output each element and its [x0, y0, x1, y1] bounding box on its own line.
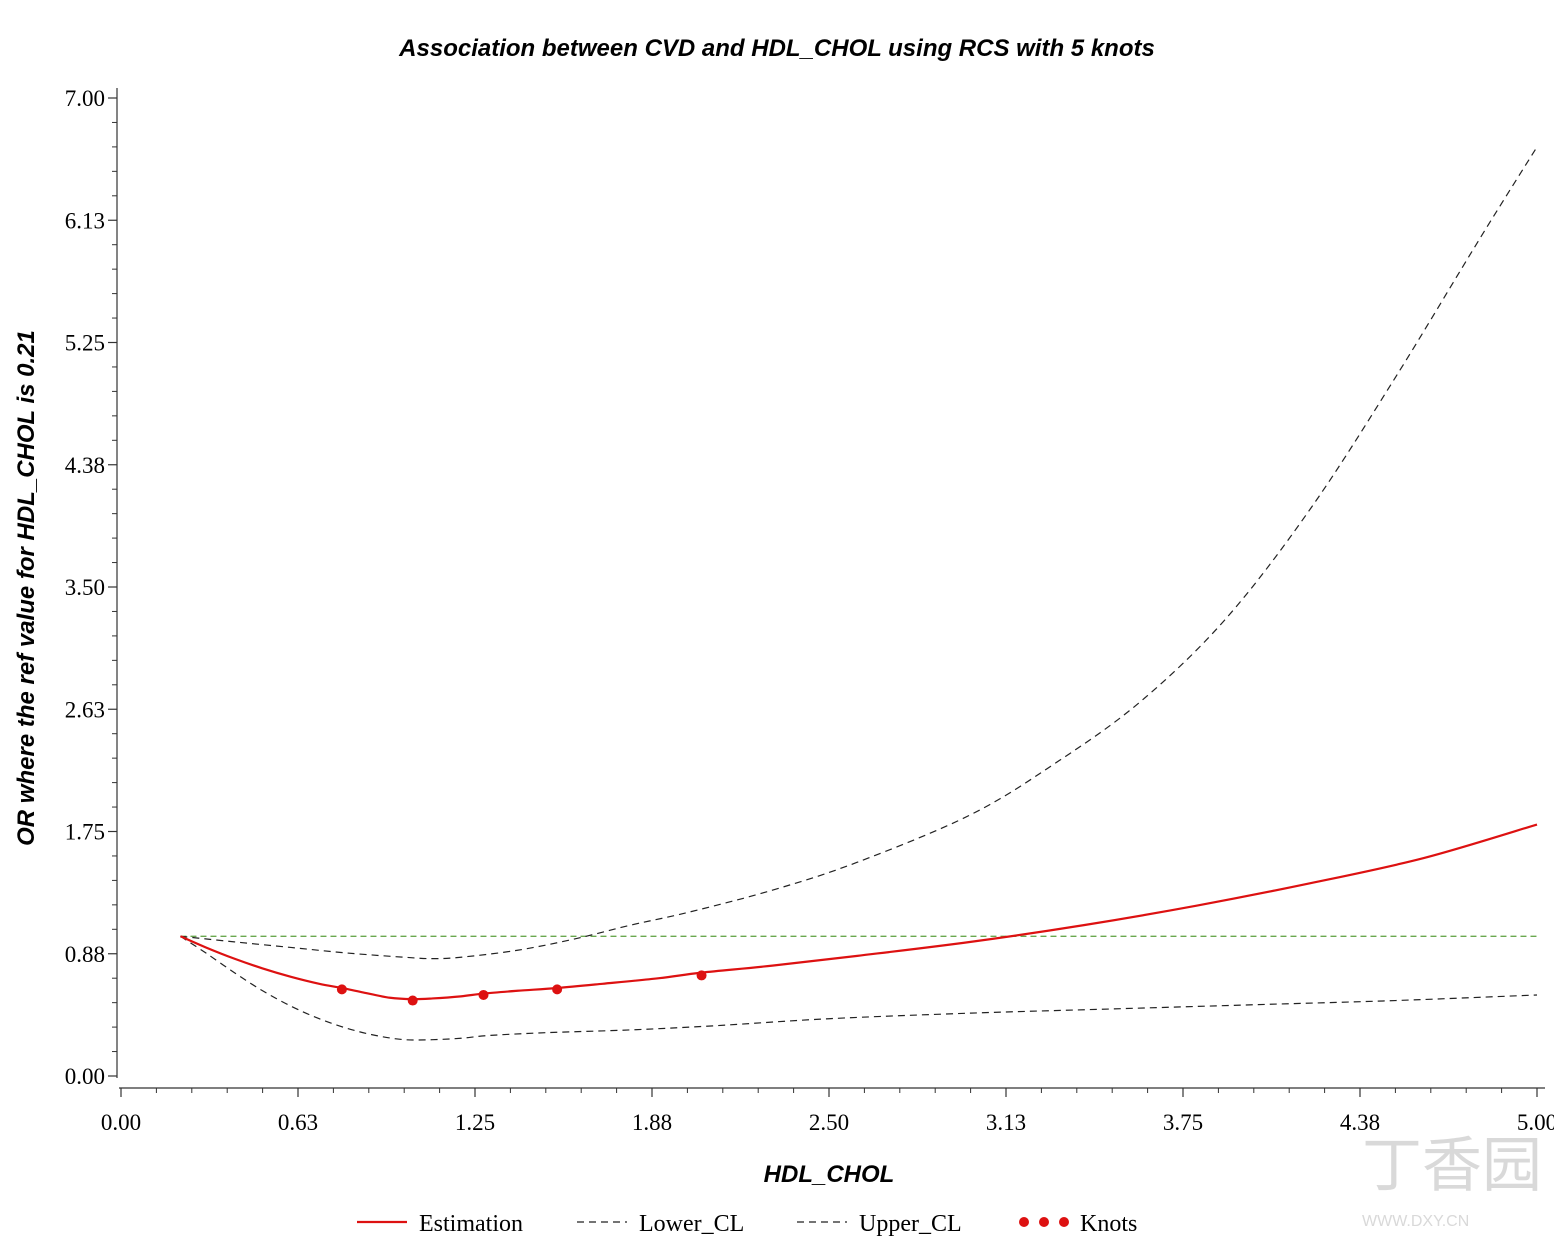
watermark: 丁香园 WWW.DXY.CN [1362, 1132, 1542, 1230]
x-tick-label: 5.00 [1517, 1110, 1554, 1135]
x-tick-label: 1.25 [455, 1110, 495, 1135]
x-tick-label: 4.38 [1340, 1110, 1380, 1135]
x-axis-label: HDL_CHOL [764, 1161, 895, 1188]
y-tick-label: 0.88 [65, 942, 105, 967]
x-tick-label: 0.00 [101, 1110, 141, 1135]
axes [116, 88, 1545, 1089]
y-tick-label: 2.63 [65, 697, 105, 722]
watermark-text: 丁香园 [1362, 1132, 1542, 1199]
legend-label-knots: Knots [1080, 1211, 1137, 1237]
lower-cl-line [180, 935, 1538, 1041]
y-tick-label: 7.00 [65, 86, 105, 111]
legend: Estimation Lower_CL Upper_CL Knots [357, 1211, 1137, 1237]
x-tick-label: 0.63 [278, 1110, 318, 1135]
x-tick-label: 2.50 [809, 1110, 849, 1135]
legend-label-lower-cl: Lower_CL [639, 1211, 744, 1237]
x-tick-label: 3.75 [1163, 1110, 1203, 1135]
y-tick-label: 0.00 [65, 1064, 105, 1089]
legend-label-upper-cl: Upper_CL [859, 1211, 962, 1237]
knot-point [478, 989, 489, 1000]
chart-title: Association between CVD and HDL_CHOL usi… [398, 35, 1155, 62]
knot-point [407, 995, 418, 1006]
legend-knot-marker [1059, 1217, 1069, 1227]
knot-point [696, 970, 707, 981]
estimation-line [180, 823, 1538, 1001]
upper-cl-line [180, 146, 1538, 960]
x-tick-label: 3.13 [986, 1110, 1026, 1135]
x-tick-label: 1.88 [632, 1110, 672, 1135]
y-tick-label: 5.25 [65, 331, 105, 356]
y-axis-label: OR where the ref value for HDL_CHOL is 0… [13, 330, 40, 846]
ticks: 0.00 0.63 1.25 1.88 2.50 3.13 3.75 4.38 5.00 0.00… [65, 86, 1554, 1135]
y-tick-label: 1.75 [65, 820, 105, 845]
watermark-subtext: WWW.DXY.CN [1362, 1213, 1469, 1230]
series-layer [180, 146, 1538, 1041]
legend-label-estimation: Estimation [419, 1211, 523, 1237]
y-tick-label: 6.13 [65, 208, 105, 233]
legend-knot-marker [1019, 1217, 1029, 1227]
knot-point [336, 984, 347, 995]
knot-point [552, 984, 563, 995]
y-tick-label: 4.38 [65, 453, 105, 478]
legend-knot-marker [1039, 1217, 1049, 1227]
y-tick-label: 3.50 [65, 575, 105, 600]
